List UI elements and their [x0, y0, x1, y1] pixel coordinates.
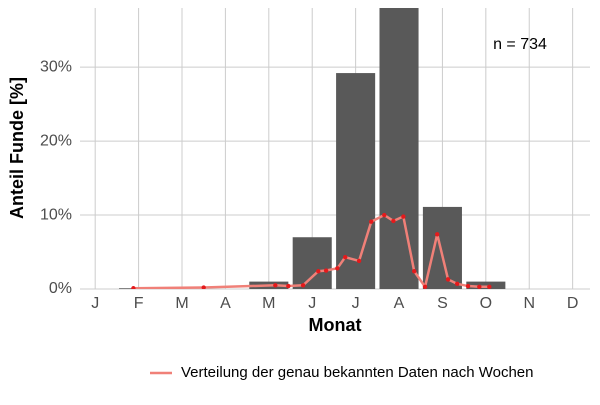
line-point [435, 232, 440, 237]
y-tick-label: 0% [49, 280, 72, 297]
line-point [273, 283, 278, 288]
line-point [369, 219, 374, 224]
line-point [131, 286, 136, 289]
bar [292, 237, 332, 289]
x-tick-label: M [262, 295, 275, 312]
bar [379, 8, 419, 289]
bar [422, 206, 462, 289]
line-point [286, 283, 291, 289]
x-tick-label: N [523, 295, 535, 312]
x-tick-label: A [394, 295, 405, 312]
line-point [356, 258, 362, 264]
legend-label: Verteilung der genau bekannten Daten nac… [181, 364, 534, 381]
line-point [201, 285, 206, 289]
line-point [401, 214, 406, 219]
y-tick-label: 10% [40, 206, 72, 223]
line [133, 213, 490, 289]
x-tick-label: J [308, 295, 316, 312]
line-point [477, 284, 482, 289]
line-point [391, 218, 396, 224]
x-tick-label: F [134, 295, 144, 312]
line-point [445, 277, 451, 282]
line-point [316, 269, 321, 274]
x-tick-label: J [91, 295, 99, 312]
line-point [343, 255, 348, 260]
line-point [412, 269, 417, 274]
line-point [422, 284, 428, 289]
x-tick-label: A [220, 295, 231, 312]
x-tick-label: O [480, 295, 492, 312]
y-tick-label: 20% [40, 132, 72, 149]
x-tick-label: S [437, 295, 448, 312]
line-point [487, 284, 492, 289]
x-axis-title: Monat [309, 315, 362, 335]
line-point [300, 283, 306, 288]
bar [466, 281, 506, 289]
line-point [323, 268, 329, 273]
annotation: n = 734 [493, 36, 547, 53]
x-tick-label: J [352, 295, 360, 312]
line-point [465, 283, 471, 289]
line-point [335, 266, 340, 271]
line-point [382, 212, 387, 218]
line-point [454, 281, 460, 287]
x-tick-label: D [567, 295, 579, 312]
plot-area [119, 8, 506, 289]
y-axis-title: Anteil Funde [%] [7, 77, 27, 219]
bar [336, 73, 376, 289]
y-tick-label: 30% [40, 58, 72, 75]
x-tick-label: M [175, 295, 188, 312]
